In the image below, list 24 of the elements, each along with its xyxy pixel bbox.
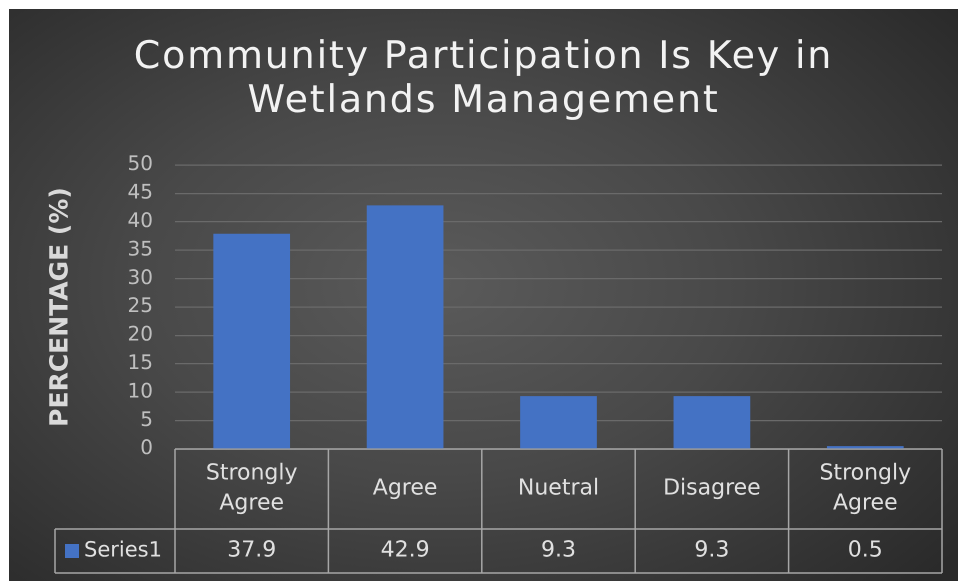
data-label: 37.9 xyxy=(227,538,276,563)
x-tick-label: Agree xyxy=(372,476,438,501)
data-label: 42.9 xyxy=(380,538,430,563)
y-tick-label: 50 xyxy=(128,151,153,176)
data-label: 9.3 xyxy=(694,538,730,563)
y-tick-label: 5 xyxy=(140,406,153,431)
y-tick-label: 40 xyxy=(128,208,153,232)
data-label: 9.3 xyxy=(541,538,576,563)
y-tick-label: 45 xyxy=(128,180,153,204)
chart-title: Community Participation Is Key in Wetlands Management xyxy=(132,33,834,121)
y-tick-label: 20 xyxy=(128,322,153,346)
x-tick-label: Strongly Agree xyxy=(819,460,912,516)
y-tick-label: 0 xyxy=(140,435,153,460)
data-label: 0.5 xyxy=(848,538,883,563)
y-axis-title: PERCENTAGE (%) xyxy=(44,187,74,427)
x-tick-label: Disagree xyxy=(663,476,761,501)
x-tick-label: Nuetral xyxy=(518,476,600,501)
y-tick-label: 15 xyxy=(128,350,153,374)
x-tick-label: Strongly Agree xyxy=(206,460,298,516)
legend-label: Series1 xyxy=(84,537,162,562)
y-tick-label: 30 xyxy=(128,264,153,289)
y-tick-label: 35 xyxy=(128,236,153,260)
y-tick-label: 10 xyxy=(128,378,153,402)
y-tick-label: 25 xyxy=(128,293,153,318)
